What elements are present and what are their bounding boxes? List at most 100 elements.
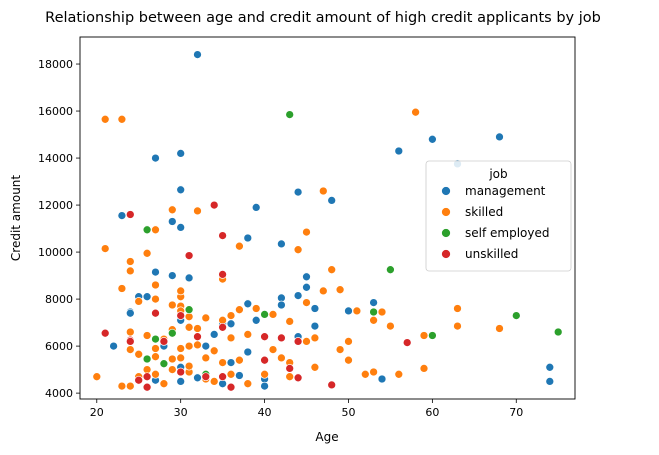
point-skilled-62: [344, 355, 353, 365]
point-self-employed-2: [386, 265, 395, 275]
point-skilled-35: [318, 286, 328, 296]
point-management-53: [209, 330, 219, 339]
x-tick-label: 20: [90, 406, 104, 419]
point-unskilled-21: [176, 367, 186, 377]
point-unskilled-4: [218, 270, 227, 279]
point-management-24: [344, 306, 353, 316]
point-skilled-10: [151, 225, 160, 235]
y-tick-label: 14000: [38, 152, 73, 165]
point-skilled-43: [453, 321, 462, 331]
point-skilled-56: [277, 353, 286, 363]
x-tick-label: 70: [509, 406, 523, 419]
point-skilled-54: [243, 330, 253, 339]
point-unskilled-0: [209, 200, 219, 210]
point-management-29: [243, 299, 253, 309]
point-management-11: [327, 196, 337, 205]
point-skilled-81: [260, 369, 269, 379]
y-tick-label: 18000: [38, 58, 73, 71]
y-tick-label: 4000: [45, 387, 73, 400]
point-self-employed-6: [511, 311, 521, 320]
point-skilled-79: [226, 369, 236, 379]
x-tick-label: 60: [425, 406, 439, 419]
point-skilled-18: [117, 284, 127, 293]
y-tick-label: 8000: [45, 293, 73, 306]
point-management-47: [142, 292, 152, 302]
point-skilled-86: [151, 352, 160, 362]
point-skilled-72: [151, 369, 160, 379]
point-management-17: [302, 282, 311, 292]
point-skilled-41: [419, 331, 429, 340]
point-skilled-88: [184, 361, 194, 371]
y-tick-label: 10000: [38, 246, 73, 259]
legend-title: job: [488, 167, 507, 181]
legend-marker: [441, 249, 451, 259]
point-skilled-58: [302, 337, 311, 346]
legend-item-management: management: [441, 184, 546, 198]
point-management-9: [277, 239, 286, 249]
point-skilled-60: [335, 345, 345, 354]
point-management-12: [394, 146, 404, 156]
point-skilled-87: [167, 354, 177, 364]
point-skilled-24: [176, 286, 186, 296]
point-unskilled-17: [327, 380, 337, 390]
point-management-39: [193, 373, 202, 383]
point-skilled-30: [235, 305, 244, 315]
point-skilled-36: [335, 285, 345, 295]
point-management-51: [109, 341, 118, 351]
point-skilled-34: [302, 298, 311, 307]
point-unskilled-9: [218, 322, 227, 332]
y-axis-label: Credit amount: [9, 175, 23, 261]
point-self-employed-0: [285, 110, 295, 119]
point-management-50: [125, 308, 135, 318]
point-self-employed-8: [428, 331, 437, 340]
point-management-34: [226, 319, 236, 329]
legend-label: self employed: [465, 226, 549, 240]
point-skilled-50: [184, 341, 194, 351]
point-skilled-45: [125, 327, 135, 337]
point-unskilled-26: [151, 308, 160, 318]
point-management-15: [495, 132, 504, 142]
point-skilled-46: [142, 331, 152, 340]
point-management-38: [201, 341, 211, 351]
point-unskilled-8: [193, 332, 202, 342]
point-management-5: [167, 217, 177, 226]
point-unskilled-7: [159, 337, 169, 346]
point-unskilled-15: [285, 364, 295, 373]
point-skilled-77: [209, 377, 219, 386]
point-management-21: [310, 304, 320, 313]
point-self-employed-5: [369, 307, 378, 317]
point-management-28: [545, 377, 555, 386]
x-tick-label: 30: [174, 406, 188, 419]
point-skilled-67: [92, 372, 102, 382]
x-tick-label: 50: [341, 406, 355, 419]
point-skilled-0: [100, 114, 110, 124]
point-skilled-26: [193, 324, 202, 333]
point-unskilled-12: [293, 337, 303, 346]
point-skilled-91: [151, 344, 160, 353]
legend-item-self-employed: self employed: [441, 226, 549, 240]
point-skilled-89: [201, 353, 211, 363]
point-unskilled-20: [201, 372, 211, 382]
chart-title: Relationship between age and credit amou…: [45, 10, 601, 26]
x-axis-label: Age: [315, 430, 338, 444]
legend-label: unskilled: [465, 247, 518, 261]
point-unskilled-22: [142, 372, 152, 382]
point-self-employed-10: [151, 334, 160, 344]
legend: job management skilled self employed unskil…: [425, 160, 572, 272]
point-management-31: [243, 347, 253, 357]
point-unskilled-23: [142, 382, 152, 392]
point-skilled-8: [100, 244, 110, 253]
point-skilled-1: [117, 114, 127, 124]
point-management-6: [251, 203, 261, 212]
point-skilled-33: [285, 317, 295, 326]
point-skilled-17: [151, 294, 160, 304]
point-management-13: [428, 134, 437, 144]
point-self-employed-11: [142, 354, 152, 364]
point-unskilled-2: [218, 231, 227, 240]
point-management-44: [167, 271, 177, 280]
point-skilled-38: [369, 315, 378, 325]
point-skilled-53: [226, 333, 236, 343]
point-unskilled-19: [218, 372, 227, 382]
point-skilled-11: [235, 241, 244, 251]
legend-marker: [441, 186, 451, 196]
